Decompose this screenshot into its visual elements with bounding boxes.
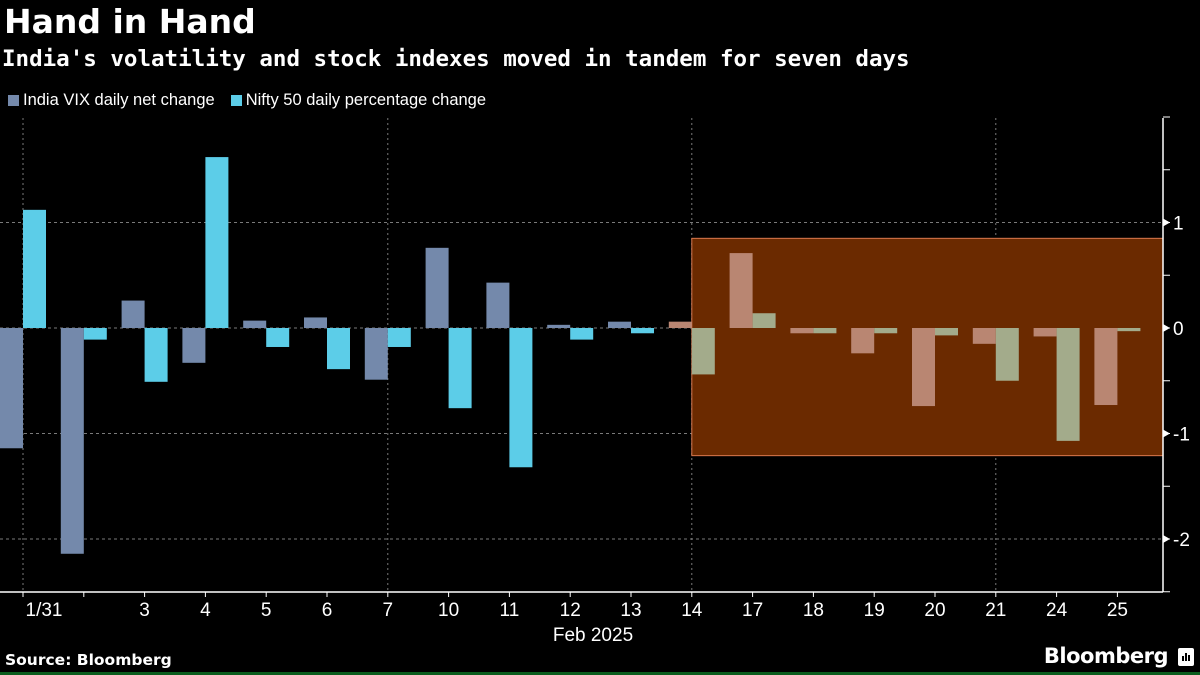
- bar-nifty: [1056, 328, 1080, 441]
- y-tick-label: -1: [1173, 425, 1190, 446]
- bar-nifty: [631, 328, 654, 334]
- x-tick-label: 24: [1046, 600, 1068, 621]
- bar-nifty: [83, 328, 107, 340]
- x-tick-label: 3: [139, 600, 150, 621]
- x-tick-label: 17: [742, 600, 763, 621]
- bar-nifty: [327, 328, 350, 370]
- x-tick-label: 12: [560, 600, 581, 621]
- bar-vix: [121, 300, 145, 328]
- x-tick-label: 11: [500, 600, 520, 621]
- x-tick-label: 18: [803, 600, 824, 621]
- y-tick-label: 1: [1173, 214, 1184, 235]
- x-tick-label: 7: [383, 600, 394, 621]
- bar-nifty: [448, 328, 472, 409]
- x-tick-label: 1/31: [26, 600, 63, 621]
- y-tick-marker: [1163, 324, 1170, 332]
- bar-nifty: [874, 328, 898, 334]
- bar-nifty: [144, 328, 168, 382]
- axes: 10-1-21/31 3 4 5 6 7 10 11 12 13 14 17 18 19 20 21 24 25: [0, 116, 1190, 621]
- x-tick-label: 25: [1107, 600, 1128, 621]
- y-tick-marker: [1163, 429, 1170, 438]
- bar-nifty: [23, 209, 46, 328]
- legend-item-nifty: Nifty 50 daily percentage change: [230, 91, 487, 110]
- bar-vix: [60, 328, 84, 554]
- bar-nifty: [266, 328, 290, 347]
- legend-swatch-vix: [8, 95, 19, 106]
- bar-vix: [668, 321, 692, 328]
- x-tick-label: 19: [864, 600, 885, 621]
- bloomberg-chart-icon: [1178, 648, 1194, 666]
- y-tick-marker: [1163, 218, 1170, 227]
- bars: [0, 157, 1141, 554]
- legend-label-nifty: Nifty 50 daily percentage change: [245, 91, 487, 109]
- footer-rule: [0, 672, 1200, 675]
- bar-vix: [1094, 328, 1118, 406]
- y-tick-marker: [1163, 535, 1170, 543]
- bar-vix: [486, 282, 510, 328]
- chart-title: Hand in Hand: [4, 2, 256, 41]
- bar-vix: [790, 328, 814, 334]
- bar-vix: [851, 328, 875, 354]
- bar-vix: [182, 328, 206, 363]
- bar-vix: [425, 247, 449, 328]
- bar-vix: [364, 328, 388, 380]
- x-tick-label: 6: [322, 600, 333, 621]
- bloomberg-logo: Bloomberg: [1043, 644, 1169, 668]
- chart-subtitle: India's volatility and stock indexes mov…: [2, 46, 910, 72]
- legend-label-vix: India VIX daily net change: [23, 91, 215, 109]
- bar-vix: [729, 253, 753, 328]
- bar-vix: [608, 321, 631, 328]
- x-tick-label: 5: [261, 600, 272, 621]
- bar-nifty: [570, 328, 594, 340]
- bar-vix: [0, 328, 23, 449]
- bar-vix: [912, 328, 935, 407]
- x-tick-label: 20: [924, 600, 945, 621]
- bar-nifty: [995, 328, 1019, 381]
- bar-vix: [547, 324, 571, 328]
- bar-vix: [972, 328, 996, 344]
- bar-nifty: [935, 328, 958, 336]
- bar-nifty: [813, 328, 837, 334]
- x-tick-label: 13: [620, 600, 641, 621]
- bar-nifty: [387, 328, 411, 347]
- bar-nifty: [1117, 328, 1141, 332]
- bar-vix: [1033, 328, 1057, 337]
- bar-vix: [304, 317, 327, 328]
- source-note: Source: Bloomberg: [5, 651, 172, 669]
- x-tick-label: 4: [200, 600, 211, 621]
- x-axis-label: Feb 2025: [553, 625, 633, 646]
- bar-nifty: [205, 157, 229, 328]
- legend: India VIX daily net change Nifty 50 dail…: [8, 91, 486, 110]
- y-tick-label: 0: [1173, 319, 1184, 340]
- bar-nifty: [509, 328, 533, 468]
- x-tick-label: 21: [985, 600, 1006, 621]
- x-tick-label: 14: [681, 600, 703, 621]
- bar-nifty: [691, 328, 715, 375]
- y-tick-label: -2: [1173, 530, 1190, 551]
- bar-vix: [243, 320, 267, 328]
- legend-swatch-nifty: [230, 95, 242, 106]
- x-tick-label: 10: [438, 600, 459, 621]
- bar-nifty: [752, 313, 776, 328]
- legend-item-vix: India VIX daily net change: [8, 91, 215, 110]
